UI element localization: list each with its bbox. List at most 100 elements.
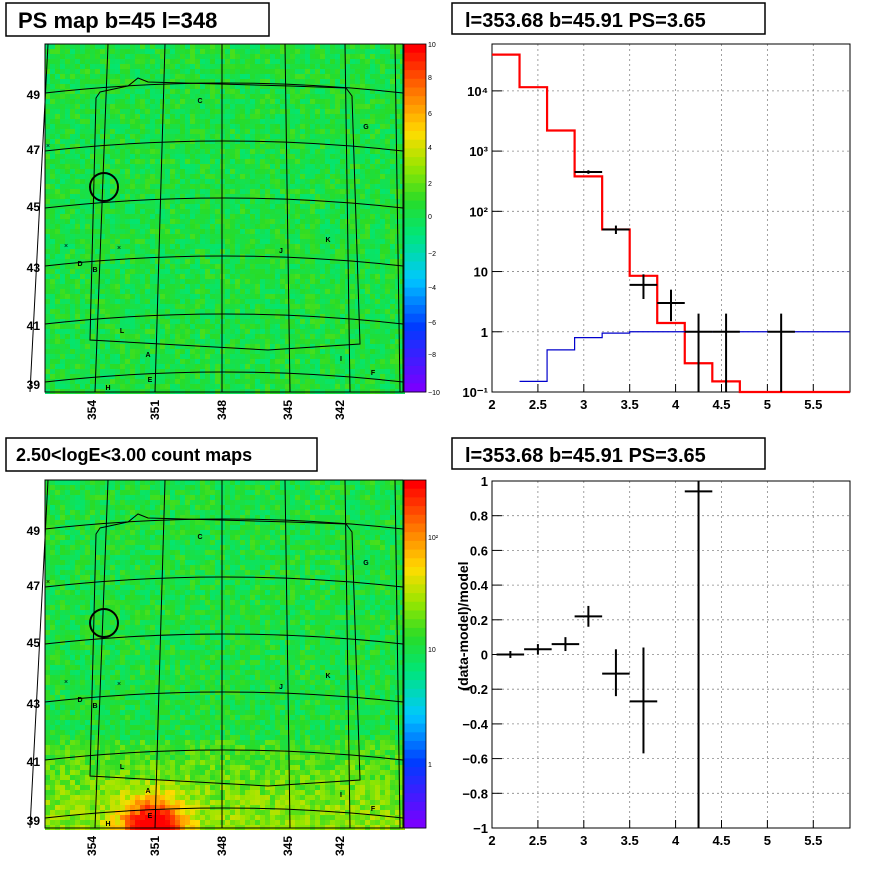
l-axis-label: 351 bbox=[148, 400, 162, 420]
b-axis-label: 43 bbox=[27, 697, 41, 711]
cross-marker: × bbox=[46, 143, 50, 150]
colorbar-label: 10² bbox=[428, 535, 439, 542]
map1-title-box: PS map b=45 l=348 bbox=[5, 2, 270, 37]
y-tick-label: 10³ bbox=[469, 144, 488, 159]
map2-title: 2.50<logE<3.00 count maps bbox=[16, 445, 252, 465]
map-marker-c: C bbox=[197, 534, 202, 541]
map-marker-j: J bbox=[279, 248, 283, 255]
y-tick-label: 10² bbox=[469, 204, 488, 219]
x-tick-label: 2 bbox=[488, 397, 495, 412]
y-tick-label: 1 bbox=[481, 474, 488, 489]
longitude-line bbox=[154, 43, 166, 393]
data-point bbox=[551, 637, 580, 652]
latitude-line bbox=[44, 82, 404, 94]
colorbar-label: 1 bbox=[428, 762, 432, 769]
latitude-line bbox=[44, 313, 404, 325]
b-axis-label: 47 bbox=[27, 143, 41, 157]
cross-marker: × bbox=[64, 243, 68, 250]
coordinate-grid bbox=[29, 479, 404, 829]
map-marker-d: D bbox=[77, 697, 82, 704]
map-marker-d: D bbox=[77, 261, 82, 268]
map-pixels bbox=[45, 480, 405, 830]
longitude-line bbox=[344, 479, 351, 829]
map-marker-f: F bbox=[371, 806, 376, 813]
x-tick-label: 4 bbox=[672, 833, 680, 848]
map-marker-g: G bbox=[363, 124, 369, 131]
data-point bbox=[602, 649, 630, 697]
longitude-line bbox=[94, 479, 109, 829]
colorbar-label: 10 bbox=[428, 647, 436, 654]
map-marker-i: I bbox=[340, 792, 342, 799]
b-axis-label: 41 bbox=[27, 319, 41, 333]
x-tick-label: 3.5 bbox=[621, 397, 639, 412]
map-marker-k: K bbox=[325, 673, 330, 680]
residual-title-box: l=353.68 b=45.91 PS=3.65 bbox=[451, 437, 766, 470]
y-tick-label: 10 bbox=[474, 265, 488, 280]
map1-title: PS map b=45 l=348 bbox=[18, 8, 217, 33]
y-tick-label: −0.6 bbox=[462, 752, 488, 767]
longitude-line bbox=[394, 479, 401, 829]
map-marker-i: I bbox=[340, 356, 342, 363]
b-axis-label: 39 bbox=[27, 378, 41, 392]
b-axis-label: 39 bbox=[27, 814, 41, 828]
count-map: × × × C G K J D B L A I F E H 49 47 45 43 41 39 354 351 348 345 3… bbox=[27, 479, 439, 856]
background-step-line bbox=[519, 331, 850, 382]
data-point bbox=[574, 605, 603, 627]
l-axis-label: 345 bbox=[281, 400, 295, 420]
map-marker-a: A bbox=[145, 352, 150, 359]
map-marker-h: H bbox=[105, 385, 110, 392]
colorbar-label: 2 bbox=[428, 181, 432, 188]
plot-frame bbox=[491, 43, 851, 393]
l-axis-label: 354 bbox=[85, 836, 99, 856]
map-marker-j: J bbox=[279, 684, 283, 691]
spectrum-title-box: l=353.68 b=45.91 PS=3.65 bbox=[451, 2, 766, 35]
x-tick-label: 2.5 bbox=[529, 833, 547, 848]
longitude-line bbox=[344, 43, 351, 393]
x-tick-label: 5.5 bbox=[804, 833, 822, 848]
colorbar-label: −8 bbox=[428, 352, 436, 359]
colorbar-label: −10 bbox=[428, 390, 440, 397]
map-marker-e: E bbox=[148, 813, 153, 820]
l-axis-label: 354 bbox=[85, 400, 99, 420]
colorbar-label: 6 bbox=[428, 111, 432, 118]
data-point bbox=[496, 651, 525, 658]
latitude-line bbox=[44, 749, 404, 761]
cross-marker: × bbox=[64, 679, 68, 686]
y-tick-label: 0.4 bbox=[470, 578, 489, 593]
x-tick-label: 5 bbox=[764, 397, 771, 412]
x-tick-label: 4.5 bbox=[712, 833, 730, 848]
x-tick-label: 3 bbox=[580, 397, 587, 412]
colorbar-label: 8 bbox=[428, 75, 432, 82]
map-marker-a: A bbox=[145, 788, 150, 795]
y-tick-label: 1 bbox=[481, 325, 488, 340]
x-tick-label: 3.5 bbox=[621, 833, 639, 848]
map-marker-c: C bbox=[197, 98, 202, 105]
map-pixels bbox=[45, 44, 405, 394]
b-axis-label: 49 bbox=[27, 524, 41, 538]
x-tick-label: 2 bbox=[488, 833, 495, 848]
longitude-line bbox=[284, 479, 291, 829]
cross-marker: × bbox=[46, 579, 50, 586]
source-circle bbox=[89, 608, 119, 638]
latitude-line bbox=[44, 576, 404, 588]
latitude-line bbox=[44, 140, 404, 152]
map-marker-b: B bbox=[92, 267, 97, 274]
latitude-line bbox=[44, 518, 404, 530]
colorbar-label: −4 bbox=[428, 285, 436, 292]
map-marker-l: L bbox=[120, 328, 125, 335]
y-tick-label: 0.6 bbox=[470, 543, 488, 558]
data-point bbox=[629, 647, 658, 754]
residual-y-label: (data-model)/model bbox=[455, 561, 471, 690]
y-tick-label: 0 bbox=[481, 648, 488, 663]
y-tick-label: −0.8 bbox=[462, 786, 488, 801]
b-axis-label: 47 bbox=[27, 579, 41, 593]
map-marker-l: L bbox=[120, 764, 125, 771]
x-tick-label: 5 bbox=[764, 833, 771, 848]
coordinate-grid bbox=[29, 43, 404, 393]
data-point bbox=[684, 481, 713, 828]
x-tick-label: 4.5 bbox=[712, 397, 730, 412]
longitude-line bbox=[394, 43, 401, 393]
region-outline bbox=[89, 77, 361, 351]
plot-frame bbox=[491, 480, 851, 829]
